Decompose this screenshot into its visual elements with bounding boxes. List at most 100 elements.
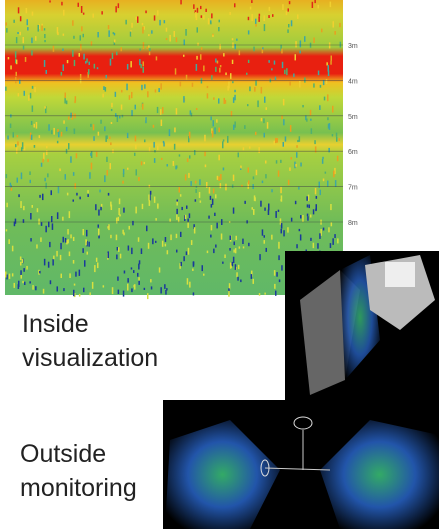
speckle xyxy=(86,58,88,62)
speckle xyxy=(56,251,58,257)
speckle xyxy=(144,288,146,290)
speckle xyxy=(39,271,41,274)
speckle xyxy=(229,12,231,15)
speckle xyxy=(255,24,256,27)
speckle xyxy=(189,132,191,139)
speckle xyxy=(201,47,203,50)
speckle xyxy=(99,190,101,193)
speckle xyxy=(57,27,59,33)
speckle xyxy=(213,249,215,254)
speckle xyxy=(200,201,202,203)
speckle xyxy=(127,133,128,138)
speckle xyxy=(34,124,36,128)
speckle xyxy=(308,195,310,201)
speckle xyxy=(169,219,171,222)
speckle xyxy=(32,86,34,89)
speckle xyxy=(221,234,223,240)
speckle xyxy=(240,166,242,169)
speckle xyxy=(6,174,8,178)
speckle xyxy=(69,273,71,278)
speckle xyxy=(218,155,220,161)
speckle xyxy=(78,3,80,7)
speckle xyxy=(179,187,181,192)
speckle xyxy=(119,199,121,205)
speckle xyxy=(70,156,72,163)
speckle xyxy=(82,248,84,253)
speckle xyxy=(310,119,312,121)
speckle xyxy=(150,279,152,282)
speckle xyxy=(62,217,64,221)
speckle xyxy=(255,132,257,135)
speckle xyxy=(103,285,105,287)
speckle xyxy=(235,248,237,253)
speckle xyxy=(275,211,277,218)
speckle xyxy=(26,266,28,270)
speckle xyxy=(125,20,127,25)
speckle xyxy=(332,238,334,245)
speckle xyxy=(227,86,229,91)
speckle xyxy=(44,34,46,38)
speckle xyxy=(279,279,281,282)
speckle xyxy=(236,39,238,41)
speckle xyxy=(232,185,234,189)
speckle xyxy=(117,277,119,281)
speckle xyxy=(137,16,139,23)
speckle xyxy=(145,11,147,14)
speckle xyxy=(130,32,132,37)
speckle xyxy=(9,274,11,279)
speckle xyxy=(195,12,197,18)
speckle xyxy=(327,117,329,120)
speckle xyxy=(18,93,20,96)
speckle xyxy=(211,13,213,18)
speckle xyxy=(288,8,290,11)
speckle xyxy=(268,204,270,211)
speckle xyxy=(112,53,114,59)
speckle xyxy=(17,135,19,137)
speckle xyxy=(49,0,51,2)
speckle xyxy=(229,248,231,251)
speckle xyxy=(339,23,341,27)
speckle xyxy=(88,69,90,74)
speckle xyxy=(328,148,330,153)
speckle xyxy=(204,152,206,157)
speckle xyxy=(136,169,138,175)
speckle xyxy=(75,272,77,277)
speckle xyxy=(94,64,96,69)
speckle xyxy=(44,60,46,67)
inside-caption: Inside visualization xyxy=(22,307,158,375)
speckle xyxy=(73,237,75,241)
speckle xyxy=(296,152,298,158)
speckle xyxy=(128,246,130,251)
speckle xyxy=(57,141,59,144)
speckle xyxy=(300,234,302,240)
speckle xyxy=(312,2,314,8)
speckle xyxy=(73,260,75,264)
speckle xyxy=(66,127,68,131)
speckle xyxy=(213,120,215,126)
speckle xyxy=(185,215,187,219)
speckle xyxy=(159,20,161,26)
speckle xyxy=(167,164,169,166)
speckle xyxy=(194,227,196,233)
speckle xyxy=(296,145,298,148)
speckle xyxy=(30,180,32,183)
speckle xyxy=(118,217,120,221)
speckle xyxy=(328,227,330,232)
speckle xyxy=(35,286,37,290)
speckle xyxy=(296,244,298,248)
speckle xyxy=(89,172,91,179)
speckle xyxy=(101,11,103,14)
speckle xyxy=(251,14,253,21)
speckle xyxy=(105,87,107,92)
speckle xyxy=(149,52,151,56)
speckle xyxy=(310,238,312,241)
speckle xyxy=(269,7,271,11)
speckle xyxy=(143,61,145,66)
speckle xyxy=(173,161,175,166)
speckle xyxy=(83,34,85,38)
speckle xyxy=(150,191,152,195)
speckle xyxy=(138,281,140,285)
speckle xyxy=(83,288,85,293)
speckle xyxy=(200,6,202,9)
speckle xyxy=(283,142,285,147)
